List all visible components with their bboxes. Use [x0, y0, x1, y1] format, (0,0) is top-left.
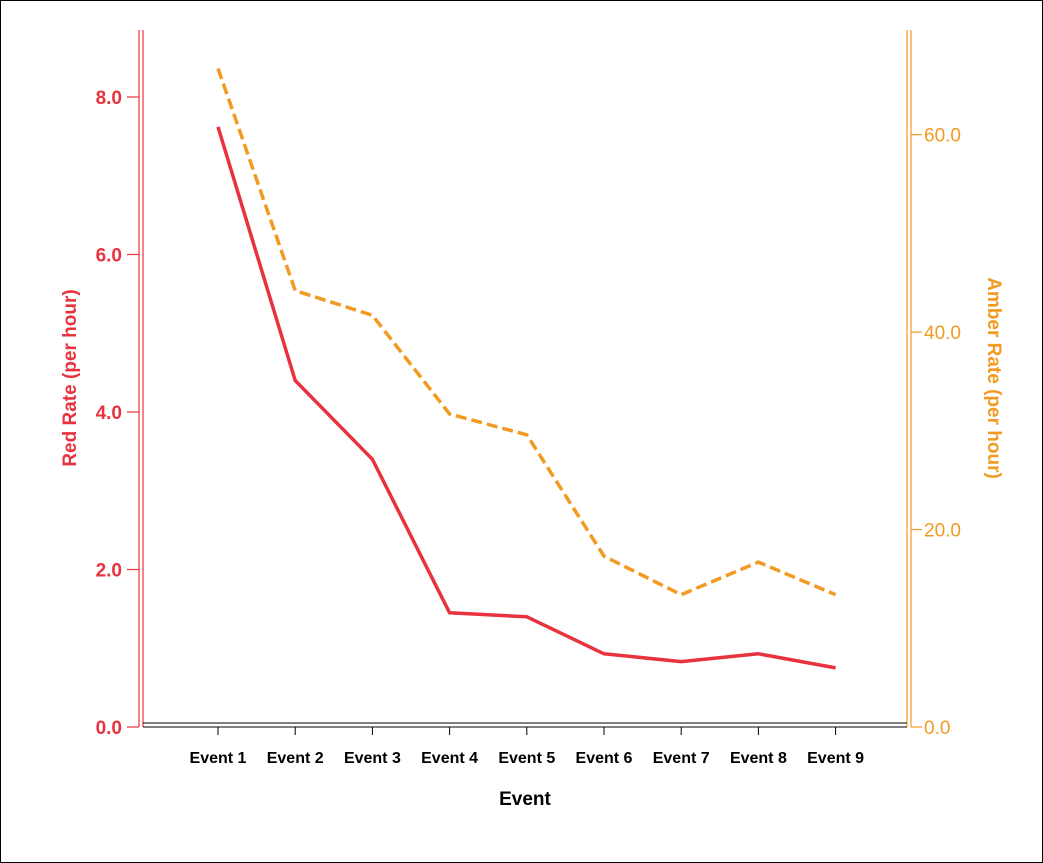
x-tick-label: Event 7: [653, 750, 710, 767]
right-tick-label: 20.0: [924, 521, 961, 542]
series-layer: [216, 67, 837, 670]
right-tick-label: 60.0: [924, 126, 961, 147]
red-rate-line: [216, 126, 836, 670]
right-tick-label: 40.0: [924, 323, 961, 344]
right-axis-title: Amber Rate (per hour): [983, 277, 1004, 479]
left-tick-label: 6.0: [96, 246, 122, 267]
left-axis-ticks: 0.0 2.0 4.0 6.0 8.0: [96, 88, 139, 739]
left-tick-label: 8.0: [96, 88, 122, 109]
x-tick-label: Event 6: [576, 750, 633, 767]
x-tick-label: Event 4: [421, 750, 478, 767]
right-tick-label: 0.0: [924, 718, 950, 739]
x-tick-label: Event 5: [498, 750, 555, 767]
x-axis-ticks: Event 1 Event 2 Event 3 Event 4 Event 5 Event…: [190, 727, 864, 767]
amber-rate-line: [216, 67, 837, 597]
x-tick-label: Event 3: [344, 750, 401, 767]
left-axis-title: Red Rate (per hour): [60, 289, 81, 466]
left-tick-label: 4.0: [96, 403, 122, 424]
x-axis-title: Event: [499, 789, 551, 810]
x-tick-label: Event 1: [190, 750, 247, 767]
left-tick-label: 0.0: [96, 718, 122, 739]
x-tick-label: Event 2: [267, 750, 324, 767]
x-tick-label: Event 9: [807, 750, 864, 767]
left-tick-label: 2.0: [96, 561, 122, 582]
x-tick-label: Event 8: [730, 750, 787, 767]
right-axis-ticks: 0.0 20.0 40.0 60.0: [911, 126, 961, 739]
